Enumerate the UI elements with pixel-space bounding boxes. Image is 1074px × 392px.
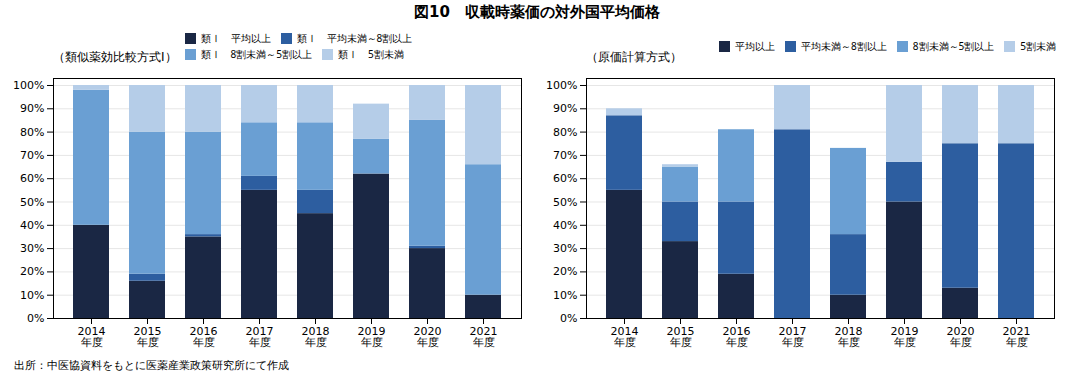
svg-text:2017年度: 2017年度 [246, 325, 274, 349]
svg-text:100%: 100% [546, 79, 577, 92]
svg-text:2019年度: 2019年度 [358, 325, 386, 349]
svg-text:70%: 70% [553, 149, 577, 162]
svg-text:2020年度: 2020年度 [414, 325, 442, 349]
svg-text:2019年度: 2019年度 [891, 325, 919, 349]
svg-text:2018年度: 2018年度 [302, 325, 330, 349]
svg-text:0%: 0% [27, 312, 44, 325]
svg-text:30%: 30% [20, 242, 44, 255]
html-text:（類似薬効比較方式Ⅰ）: （類似薬効比較方式Ⅰ） [53, 50, 177, 64]
svg-text:10%: 10% [20, 289, 44, 302]
svg-text:50%: 50% [20, 196, 44, 209]
html-text:類Ⅰ 平均未満～8割以上: 類Ⅰ 平均未満～8割以上 [296, 30, 413, 45]
svg-text:2020年度: 2020年度 [947, 325, 975, 349]
svg-text:30%: 30% [553, 242, 577, 255]
svg-text:2021年度: 2021年度 [470, 325, 498, 349]
svg-text:60%: 60% [553, 172, 577, 185]
svg-text:50%: 50% [553, 196, 577, 209]
svg-text:2016年度: 2016年度 [723, 325, 751, 349]
html-text:5割未満: 5割未満 [1020, 39, 1056, 53]
svg-text:40%: 40% [553, 219, 577, 232]
svg-text:2014年度: 2014年度 [78, 325, 106, 349]
svg-text:80%: 80% [553, 126, 577, 139]
svg-text:40%: 40% [20, 219, 44, 232]
svg-text:0%: 0% [560, 312, 577, 325]
svg-text:2015年度: 2015年度 [667, 325, 695, 349]
html-text:（原価計算方式）: （原価計算方式） [586, 50, 682, 64]
svg-text:100%: 100% [13, 79, 44, 92]
svg-text:80%: 80% [20, 126, 44, 139]
html-text:類Ⅰ 5割未満: 類Ⅰ 5割未満 [338, 47, 404, 62]
svg-text:20%: 20% [20, 265, 44, 278]
html-text:出所：中医協資料をもとに医薬産業政策研究所にて作成: 出所：中医協資料をもとに医薬産業政策研究所にて作成 [14, 359, 289, 372]
svg-text:2018年度: 2018年度 [835, 325, 863, 349]
html-text:図10 収載時薬価の対外国平均価格: 図10 収載時薬価の対外国平均価格 [414, 3, 660, 21]
svg-text:2014年度: 2014年度 [611, 325, 639, 349]
html-text:類Ⅰ 平均以上: 類Ⅰ 平均以上 [200, 30, 271, 45]
svg-text:2015年度: 2015年度 [134, 325, 162, 349]
html-text:類Ⅰ 8割未満～5割以上: 類Ⅰ 8割未満～5割以上 [200, 47, 312, 62]
html-text:平均未満～8割以上: 平均未満～8割以上 [801, 39, 887, 53]
html-text:8割未満～5割以上: 8割未満～5割以上 [912, 39, 995, 53]
svg-text:60%: 60% [20, 172, 44, 185]
svg-text:10%: 10% [553, 289, 577, 302]
svg-text:2016年度: 2016年度 [190, 325, 218, 349]
svg-text:20%: 20% [553, 265, 577, 278]
svg-text:90%: 90% [20, 102, 44, 115]
html-text:平均以上: 平均以上 [735, 39, 776, 53]
svg-text:2017年度: 2017年度 [779, 325, 807, 349]
svg-text:70%: 70% [20, 149, 44, 162]
svg-text:2021年度: 2021年度 [1003, 325, 1031, 349]
svg-text:90%: 90% [553, 102, 577, 115]
